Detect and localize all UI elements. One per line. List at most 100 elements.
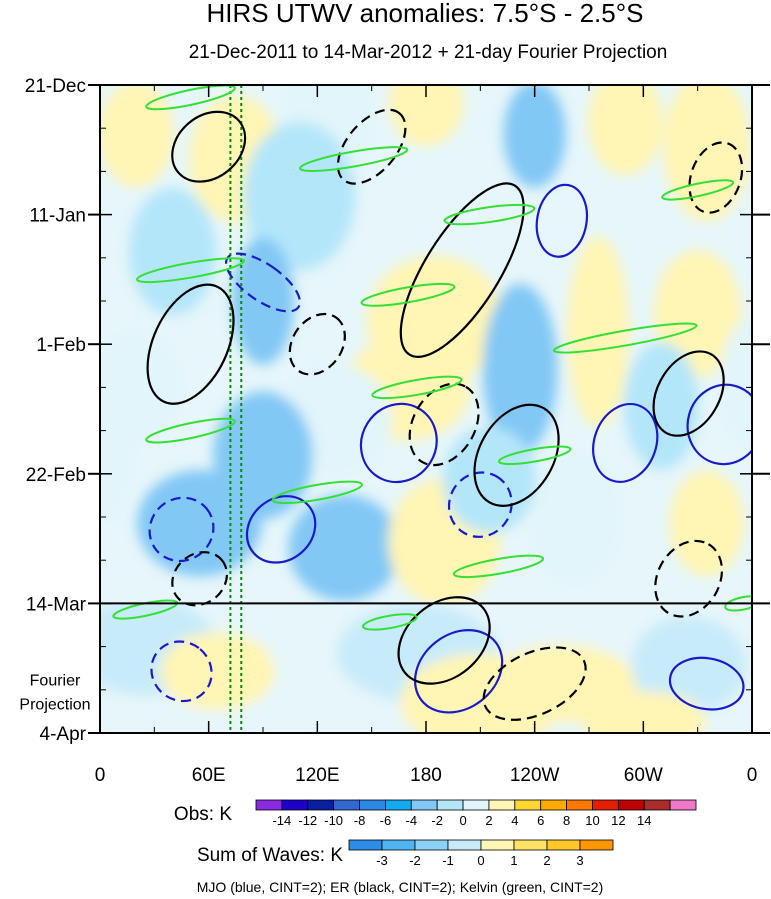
waves-colorbar-tick-label: 1: [510, 853, 517, 868]
kelvin-contour: [299, 146, 409, 172]
obs-anomaly-band: [388, 85, 464, 147]
obs-anomaly-band: [587, 85, 663, 176]
obs-anomaly-band: [128, 187, 217, 316]
obs-anomaly-band: [720, 317, 752, 445]
obs-anomaly-band: [137, 470, 262, 577]
obs-colorbar-tick-label: -8: [354, 813, 366, 828]
obs-colorbar-swatch: [617, 799, 645, 811]
obs-anomaly-feature: [288, 494, 401, 601]
projection-label-line: Projection: [19, 696, 90, 713]
obs-anomaly-feature: [587, 85, 663, 176]
er-contour: [652, 350, 725, 437]
mjo-contour: [686, 383, 752, 466]
waves-colorbar-swatch: [513, 839, 548, 851]
obs-anomaly-feature: [100, 85, 174, 188]
obs-anomaly-feature: [100, 391, 132, 520]
mjo-contours: [148, 183, 752, 714]
obs-colorbar-tick-label: 0: [459, 813, 466, 828]
er-contour: [688, 141, 744, 214]
obs-colorbar-swatch: [643, 799, 671, 811]
er-contour: [336, 108, 407, 185]
obs-anomaly-feature: [388, 85, 464, 147]
obs-colorbar: -14 -12 -10 -8 -6 -4 -2 0 2 4 6 8 10 12 14: [255, 799, 697, 828]
kelvin-contour: [362, 613, 418, 631]
kelvin-contour: [452, 554, 545, 579]
mjo-contour: [447, 471, 513, 538]
obs-anomaly-feature: [137, 470, 262, 577]
mjo-contour: [413, 629, 504, 714]
obs-colorbar-swatch: [385, 799, 412, 811]
observed-anomaly-field: [100, 85, 752, 604]
mjo-contour: [668, 656, 745, 711]
obs-anomaly-band: [100, 85, 174, 188]
er-contours: [146, 108, 744, 721]
x-axis: 0 60E 120E 180 120W 60W 0: [95, 85, 758, 786]
obs-colorbar-tick-label: -10: [324, 813, 343, 828]
kelvin-contour: [661, 179, 735, 201]
mjo-contour: [359, 402, 438, 484]
obs-colorbar-tick-label: -2: [431, 813, 443, 828]
waves-colorbar-swatch: [447, 839, 482, 851]
er-contour: [397, 596, 491, 685]
obs-anomaly-band: [482, 283, 558, 454]
reference-longitude-lines: [229, 85, 243, 733]
obs-colorbar-swatch: [540, 799, 567, 811]
fourier-projection-label: Fourier Projection: [19, 672, 90, 713]
waves-colorbar-tick-label: -3: [376, 853, 388, 868]
waves-colorbar-tick-label: 3: [576, 853, 583, 868]
obs-anomaly-band: [231, 237, 295, 365]
obs-anomaly-band: [442, 426, 537, 534]
chart-subtitle: 21-Dec-2011 to 14-Mar-2012 + 21-day Four…: [189, 42, 668, 63]
y-tick-label: 4-Apr: [40, 724, 87, 745]
x-tick-label: 120W: [510, 765, 560, 786]
projection-anomaly-field: [100, 603, 752, 733]
obs-colorbar-tick-label: 12: [611, 813, 625, 828]
obs-colorbar-swatch: [592, 799, 619, 811]
obs-colorbar-swatch: [436, 799, 464, 811]
obs-colorbar-tick-label: 6: [537, 813, 544, 828]
obs-anomaly-feature: [624, 342, 699, 470]
kelvin-contour: [145, 85, 236, 111]
obs-anomaly-band: [624, 342, 699, 470]
obs-colorbar-swatch: [281, 799, 309, 811]
projection-anomaly-feature: [160, 632, 276, 711]
er-contour: [171, 551, 228, 607]
obs-colorbar-swatch: [488, 799, 516, 811]
er-contour: [399, 182, 525, 358]
obs-colorbar-label: Obs: K: [174, 804, 232, 825]
obs-colorbar-tick-label: -6: [380, 813, 392, 828]
x-tick-label: 0: [95, 765, 106, 786]
obs-anomaly-feature: [503, 85, 566, 188]
er-contour: [146, 283, 235, 405]
obs-anomaly-band: [100, 391, 132, 520]
obs-anomaly-band: [654, 249, 742, 378]
obs-colorbar-tick-label: 4: [511, 813, 518, 828]
mjo-contour: [245, 495, 317, 564]
obs-colorbar-swatch: [514, 799, 542, 811]
waves-colorbar: -3 -2 -1 0 1 2 3: [348, 839, 614, 868]
obs-anomaly-band: [566, 236, 630, 428]
obs-anomaly-band: [503, 85, 566, 188]
obs-anomaly-feature: [128, 187, 217, 316]
obs-anomaly-feature: [231, 237, 295, 365]
obs-anomaly-feature: [669, 470, 745, 577]
y-tick-label: 1-Feb: [36, 335, 86, 356]
obs-anomaly-band: [530, 453, 619, 581]
kelvin-contour: [145, 417, 236, 444]
obs-colorbar-swatch: [307, 799, 335, 811]
waves-colorbar-swatch: [381, 839, 416, 851]
plot-area: [100, 85, 752, 733]
projection-anomaly-band: [631, 616, 746, 714]
waves-colorbar-swatch: [480, 839, 515, 851]
obs-anomaly-feature: [243, 121, 356, 271]
obs-anomaly-band: [669, 470, 745, 577]
waves-colorbar-label: Sum of Waves: K: [197, 845, 343, 866]
obs-colorbar-tick-label: -12: [298, 813, 317, 828]
y-tick-label: 21-Dec: [25, 76, 86, 97]
projection-anomaly-feature: [487, 644, 637, 723]
x-tick-label: 120E: [295, 765, 339, 786]
x-tick-label: 0: [747, 765, 758, 786]
kelvin-contour: [443, 203, 536, 226]
x-tick-label: 180: [410, 765, 442, 786]
waves-colorbar-tick-label: -2: [409, 853, 421, 868]
